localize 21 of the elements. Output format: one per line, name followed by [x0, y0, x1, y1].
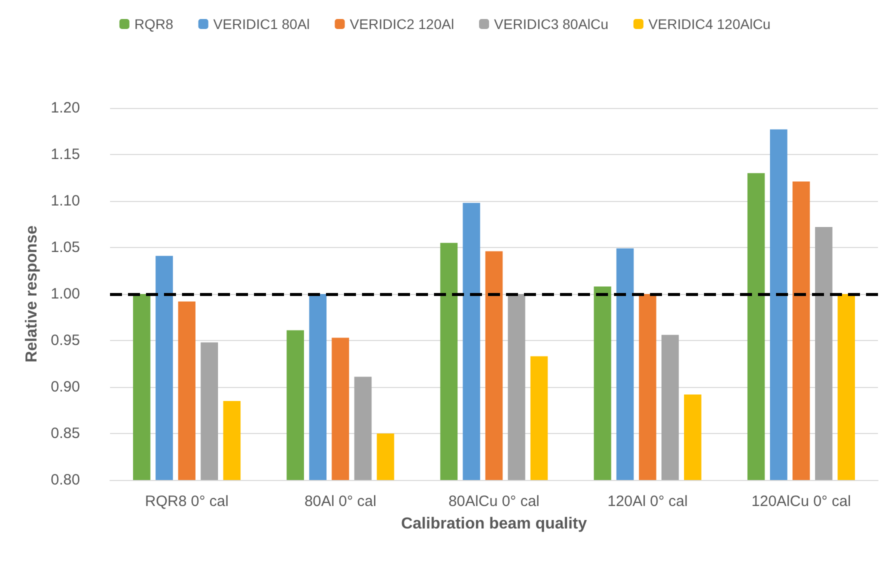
legend-label: VERIDIC4 120AlCu: [648, 16, 771, 32]
y-tick-label: 1.10: [50, 192, 80, 210]
y-tick-label: 0.90: [50, 378, 80, 396]
x-axis-title: Calibration beam quality: [401, 516, 588, 532]
legend-label: VERIDIC3 80AlCu: [494, 16, 608, 32]
legend-label: RQR8: [134, 16, 174, 32]
legend-label: VERIDIC2 120Al: [350, 16, 454, 32]
y-tick-label: 1.00: [50, 286, 80, 302]
x-tick-label: 120Al 0° cal: [607, 493, 688, 510]
y-tick-label: 1.05: [50, 239, 80, 256]
x-tick-label: 120AlCu 0° cal: [752, 493, 851, 510]
y-axis-title: Relative response: [23, 225, 40, 362]
y-tick-label: 1.20: [50, 100, 80, 116]
x-tick-label: RQR8 0° cal: [145, 493, 229, 510]
y-tick-label: 0.95: [50, 332, 80, 349]
x-tick-label: 80Al 0° cal: [304, 493, 376, 510]
y-tick-label: 1.15: [50, 146, 80, 163]
x-tick-label: 80AlCu 0° cal: [448, 493, 540, 510]
y-tick-label: 0.85: [50, 425, 80, 442]
y-tick-label: 0.80: [50, 472, 80, 488]
legend-label: VERIDIC1 80Al: [213, 16, 310, 32]
